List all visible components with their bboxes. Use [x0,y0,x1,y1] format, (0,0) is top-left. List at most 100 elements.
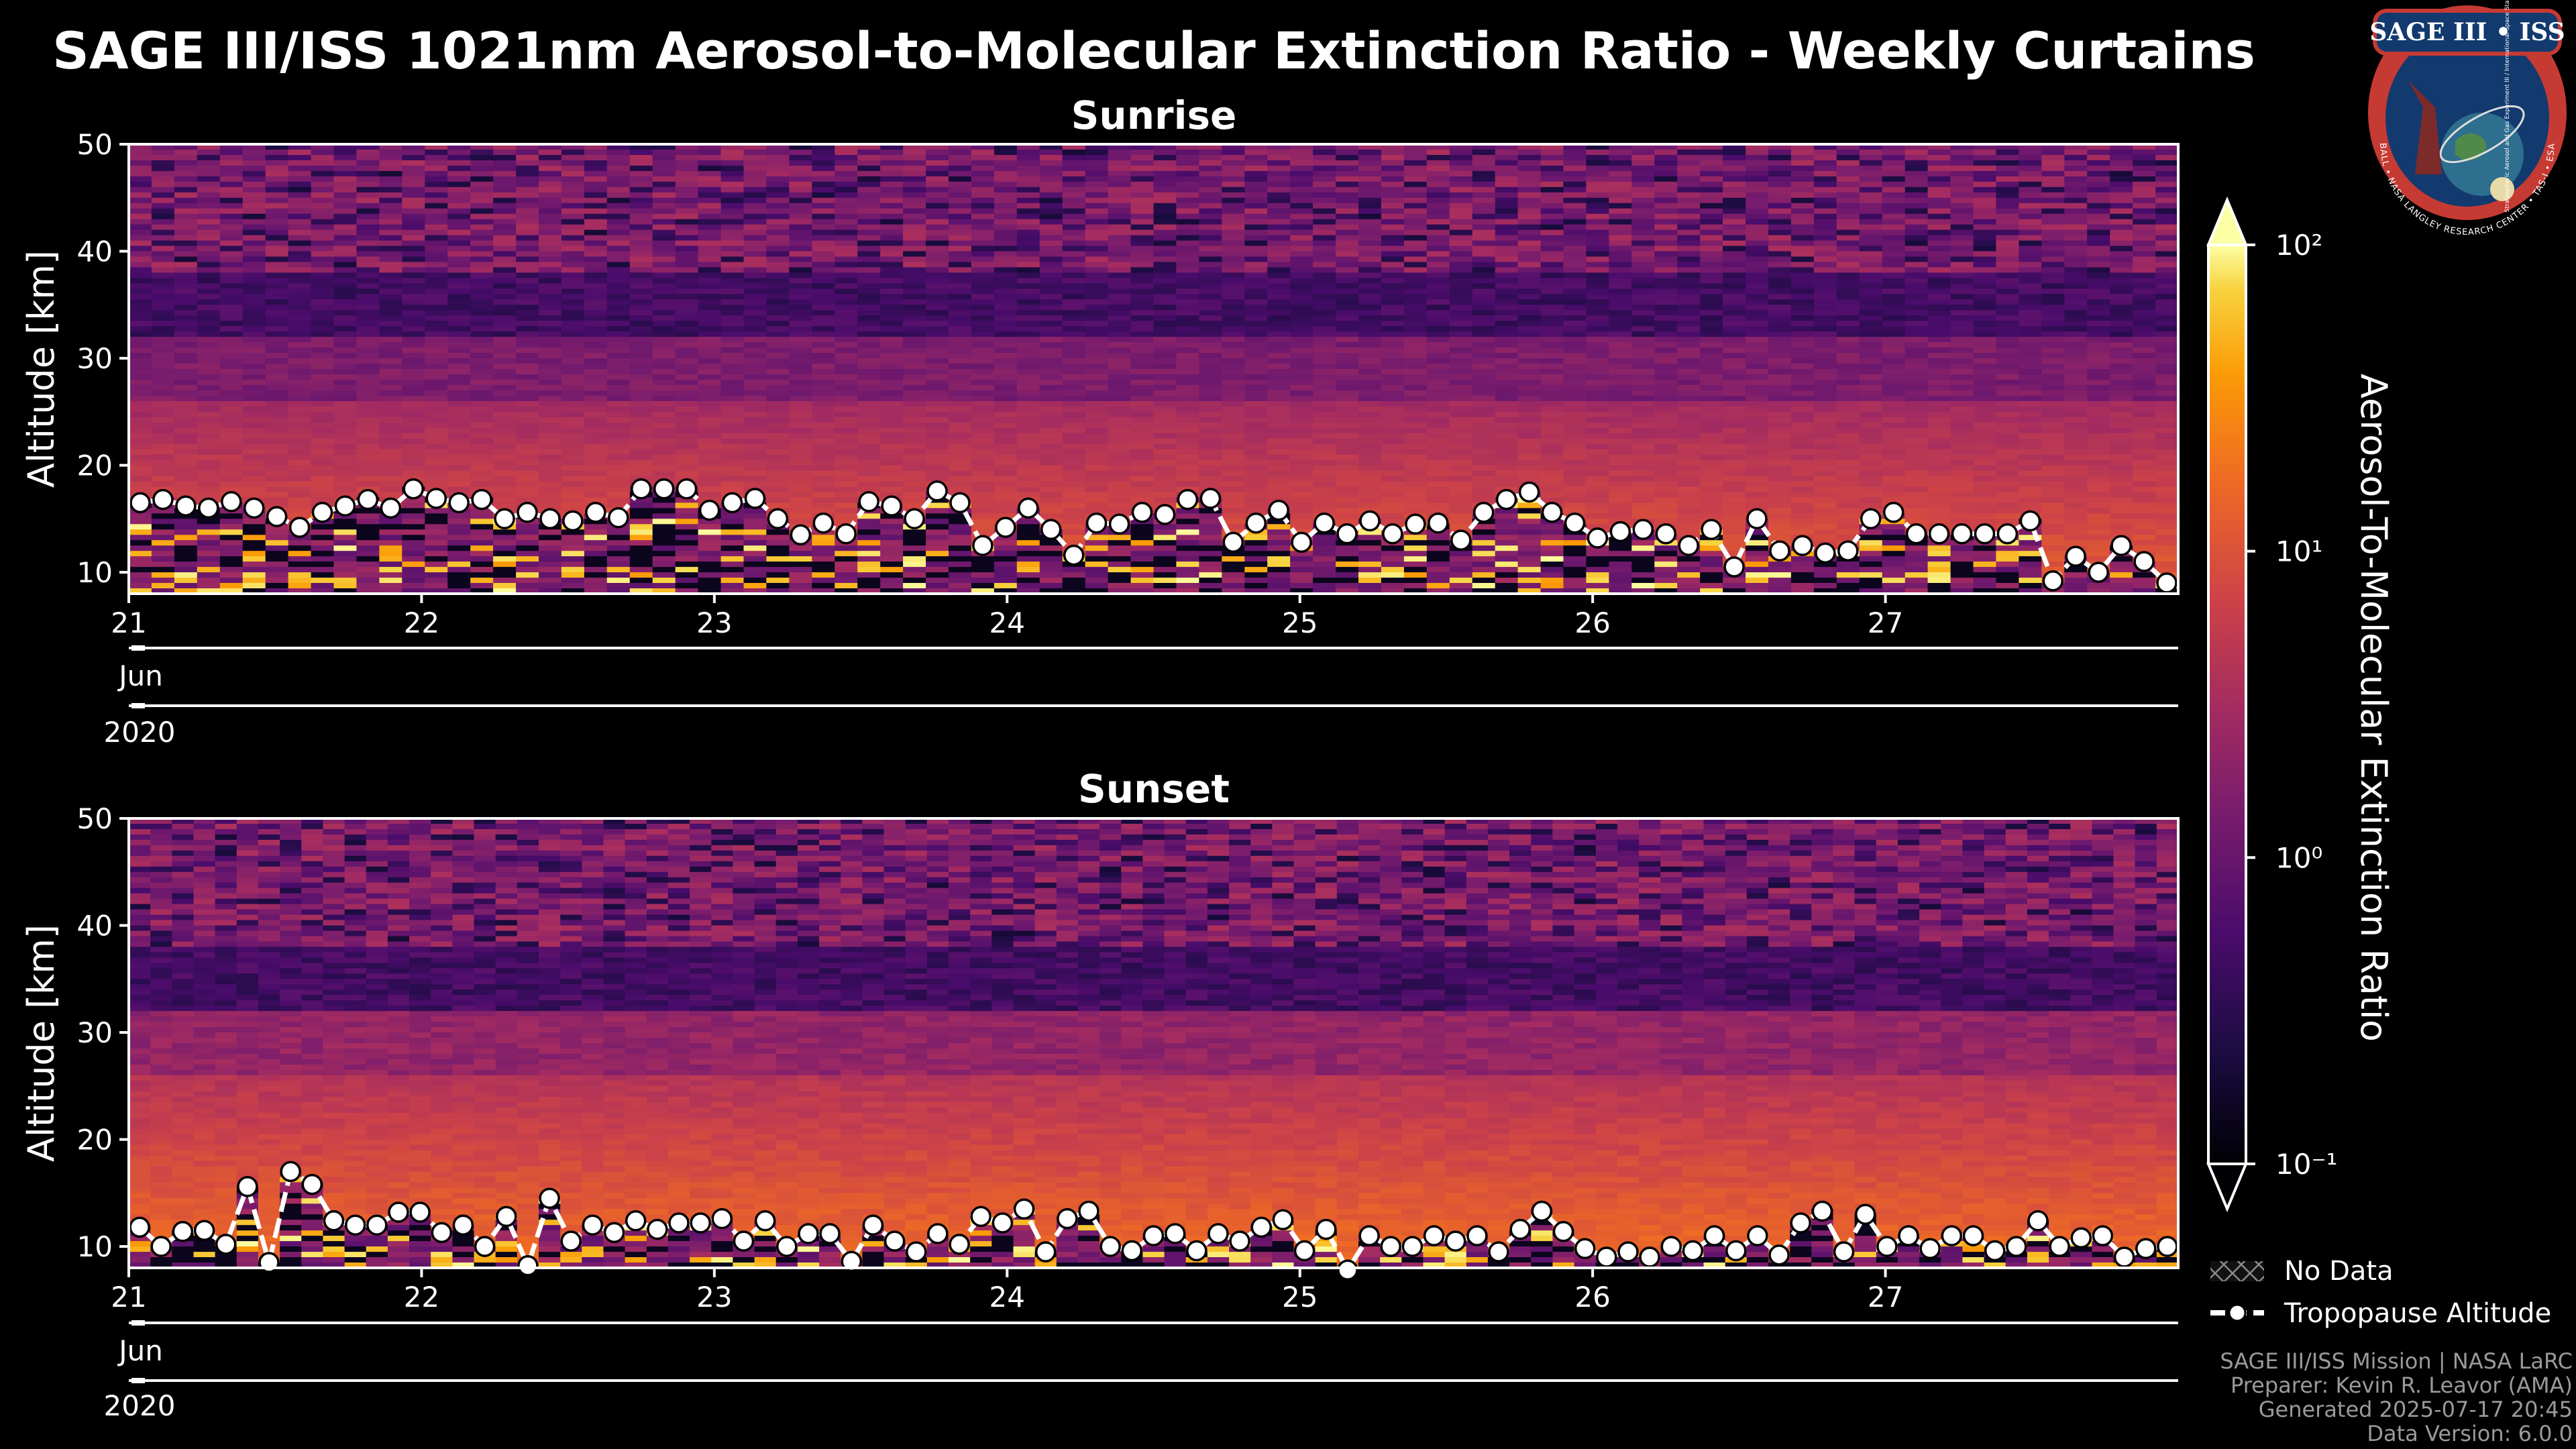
heatmap-cell [197,213,221,220]
heatmap-cell [333,267,358,274]
heatmap-cell [698,272,722,279]
heatmap-cell [379,438,403,445]
heatmap-cell [425,267,448,274]
heatmap-cell [265,572,289,578]
heatmap-cell [174,144,198,150]
heatmap-cell [1222,513,1245,520]
heatmap-cell [1108,411,1132,418]
heatmap-cell [1199,588,1223,594]
heatmap-cell [1016,326,1040,332]
heatmap-cell [1336,411,1359,418]
heatmap-cell [606,203,631,209]
heatmap-cell [1130,229,1155,236]
heatmap-cell [539,208,562,215]
heatmap-cell [1267,315,1291,321]
heatmap-cell [356,240,380,247]
heatmap-cell [949,438,972,445]
heatmap-cell [1108,545,1132,551]
heatmap-cell [1130,283,1155,290]
heatmap-cell [1085,165,1109,172]
heatmap-cell [720,267,745,274]
heatmap-cell [1039,583,1063,589]
heatmap-cell [880,170,904,177]
heatmap-cell [606,262,631,268]
heatmap-cell [606,229,631,236]
heatmap-cell [219,262,244,268]
heatmap-cell [333,545,358,551]
heatmap-cell [880,578,904,584]
heatmap-cell [470,519,494,525]
heatmap-cell [720,186,745,193]
heatmap-cell [311,556,335,562]
heatmap-cell [561,278,585,284]
heatmap-cell [151,310,175,317]
heatmap-cell [447,551,471,557]
heatmap-cell [1313,583,1336,589]
heatmap-cell [880,588,904,594]
heatmap-cell [1449,256,1473,263]
heatmap-cell [425,262,448,268]
heatmap-cell [470,433,494,439]
heatmap-cell [743,572,767,578]
heatmap-cell [971,513,995,520]
heatmap-cell [379,288,403,295]
heatmap-cell [675,347,699,354]
heatmap-cell [926,192,949,199]
heatmap-cell [151,337,175,343]
heatmap-cell [675,278,699,284]
heatmap-cell [379,262,403,268]
heatmap-cell [698,567,722,573]
heatmap-cell [197,551,221,557]
heatmap-cell [561,170,585,177]
heatmap-cell [789,208,813,215]
heatmap-cell [1426,283,1450,290]
heatmap-cell [1426,443,1450,450]
heatmap-cell [333,551,358,557]
heatmap-cell [584,567,608,573]
heatmap-cell [219,310,244,317]
heatmap-cell [197,529,221,536]
heatmap-cell [1426,417,1450,423]
heatmap-cell [288,197,312,204]
heatmap-cell [812,358,835,364]
heatmap-cell [1062,497,1086,504]
heatmap-cell [1108,208,1132,215]
heatmap-cell [926,283,949,290]
heatmap-cell [1290,449,1313,455]
heatmap-cell [652,427,676,434]
heatmap-cell [539,454,562,461]
heatmap-cell [1016,256,1040,263]
heatmap-cell [493,342,517,348]
heatmap-cell [311,481,335,488]
heatmap-cell [561,213,585,220]
heatmap-cell [1403,380,1428,386]
heatmap-cell [356,208,380,215]
heatmap-cell [971,524,995,531]
heatmap-cell [789,358,813,364]
heatmap-cell [1039,438,1063,445]
heatmap-cell [1290,465,1313,472]
heatmap-cell [1244,262,1268,268]
heatmap-cell [1199,427,1223,434]
heatmap-cell [1062,513,1086,520]
heatmap-cell [539,384,562,391]
heatmap-cell [766,208,790,215]
heatmap-cell [1313,203,1336,209]
heatmap-cell [880,208,904,215]
heatmap-cell [1472,160,1496,166]
heatmap-cell [1358,364,1382,370]
heatmap-cell [1336,481,1359,488]
heatmap-cell [1039,545,1063,551]
heatmap-cell [311,192,335,199]
heatmap-cell [1426,321,1450,327]
heatmap-cell [629,374,653,380]
heatmap-cell [1085,305,1109,311]
heatmap-cell [1381,364,1405,370]
heatmap-cell [242,395,266,402]
heatmap-cell [1039,213,1063,220]
heatmap-cell [242,224,266,231]
heatmap-cell [1062,192,1086,199]
heatmap-cell [197,417,221,423]
heatmap-cell [379,427,403,434]
heatmap-cell [1313,192,1336,199]
